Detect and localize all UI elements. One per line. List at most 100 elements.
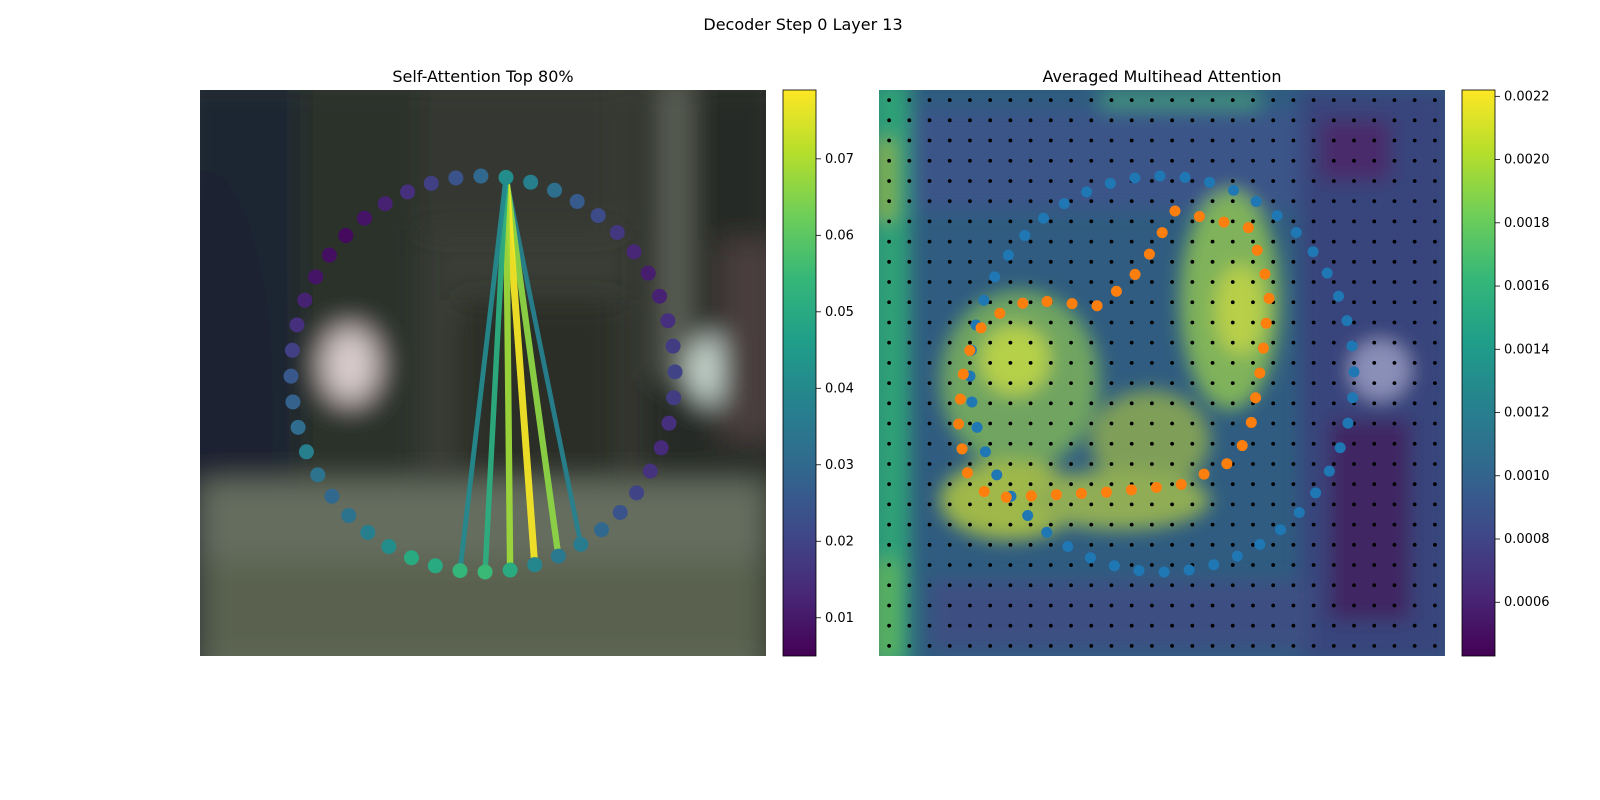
blue-ring-points (964, 170, 1360, 578)
grid-dot (927, 280, 932, 284)
grid-dot (1392, 563, 1397, 567)
grid-dot (1069, 401, 1073, 406)
grid-dot (1109, 603, 1114, 608)
grid-dot (1149, 179, 1154, 183)
grid-dot (1089, 219, 1094, 224)
grid-dot (887, 643, 892, 648)
grid-dot (1149, 401, 1154, 406)
grid-dot (1311, 623, 1316, 628)
grid-dot (1372, 300, 1377, 305)
grid-dot (1210, 320, 1215, 325)
grid-dot (907, 360, 912, 365)
grid-dot (968, 118, 972, 123)
grid-dot (1412, 98, 1417, 103)
grid-dot (1069, 502, 1073, 507)
orange-contour-point (1242, 222, 1254, 234)
grid-dot (907, 239, 912, 244)
attention-connection (482, 177, 509, 573)
ring-point (652, 288, 668, 304)
grid-dot (1230, 239, 1235, 244)
grid-dot (1432, 441, 1437, 446)
grid-dot (988, 401, 993, 406)
blue-ring-point (1310, 487, 1322, 499)
grid-dot (1109, 381, 1114, 386)
grid-dot (887, 360, 892, 365)
grid-dot (1372, 199, 1377, 204)
grid-dot (1432, 583, 1437, 588)
grid-dot (887, 179, 892, 183)
blue-ring-point (1108, 560, 1120, 572)
grid-dot (1109, 542, 1114, 547)
grid-dot (988, 643, 993, 648)
grid-dot (947, 158, 952, 163)
grid-dot (1028, 118, 1033, 123)
colorbar-tick-label: 0.06 (825, 228, 854, 243)
grid-dot (1392, 239, 1397, 244)
grid-dot (1109, 401, 1114, 406)
grid-dot (1048, 603, 1053, 608)
grid-dot (1311, 563, 1316, 567)
grid-dot (1089, 239, 1094, 244)
grid-dot (1331, 340, 1336, 345)
grid-dot (907, 502, 912, 507)
grid-dot (1311, 138, 1316, 143)
grid-dot (887, 158, 892, 163)
grid-dot (1028, 401, 1033, 406)
grid-dot (968, 603, 972, 608)
grid-dot (1149, 643, 1154, 648)
grid-dot (1210, 462, 1215, 466)
blue-ring-point (1084, 552, 1096, 564)
grid-dot (1291, 340, 1296, 345)
grid-dot (1008, 158, 1013, 163)
grid-dot (1170, 502, 1175, 507)
grid-dot (1372, 583, 1377, 588)
grid-dot (1048, 199, 1053, 204)
grid-dot (1129, 563, 1134, 567)
grid-dot (1170, 583, 1175, 588)
grid-dot (1008, 239, 1013, 244)
grid-dot (927, 259, 932, 264)
grid-dot (1230, 482, 1235, 487)
grid-dot (1190, 138, 1195, 143)
ring-point (573, 536, 589, 552)
grid-dot (1352, 381, 1356, 386)
multihead-attention-panel: Averaged Multihead Attention (879, 67, 1550, 657)
grid-dot (907, 199, 912, 204)
grid-dot (1271, 482, 1276, 487)
grid-dot (1089, 462, 1094, 466)
grid-dot (1069, 482, 1073, 487)
grid-dot (907, 542, 912, 547)
grid-dot (947, 583, 952, 588)
grid-dot (1028, 259, 1033, 264)
grid-dot (1069, 138, 1073, 143)
grid-dot (1311, 340, 1316, 345)
grid-dot (1028, 199, 1033, 204)
grid-dot (1331, 401, 1336, 406)
orange-contour-point (1050, 489, 1062, 501)
grid-dot (988, 280, 993, 284)
grid-dot (1170, 563, 1175, 567)
grid-dot (1028, 158, 1033, 163)
grid-dot (1190, 583, 1195, 588)
grid-dot (907, 563, 912, 567)
grid-dot (1048, 522, 1053, 527)
grid-dot (1109, 138, 1114, 143)
orange-contour-point (1110, 285, 1122, 297)
grid-dot (1210, 340, 1215, 345)
grid-dot (1129, 219, 1134, 224)
grid-dot (1190, 522, 1195, 527)
grid-dot (1311, 280, 1316, 284)
grid-dot (1089, 482, 1094, 487)
ring-point (356, 210, 372, 226)
grid-dot (988, 522, 993, 527)
grid-dot (1372, 340, 1377, 345)
grid-dot (1210, 300, 1215, 305)
grid-dot (1352, 522, 1356, 527)
attention-connection (503, 176, 584, 545)
ring-point (569, 193, 585, 209)
orange-contour-point (978, 485, 990, 497)
grid-dot (1291, 421, 1296, 426)
grid-dot (1230, 219, 1235, 224)
grid-dot (1109, 219, 1114, 224)
grid-dot (907, 280, 912, 284)
